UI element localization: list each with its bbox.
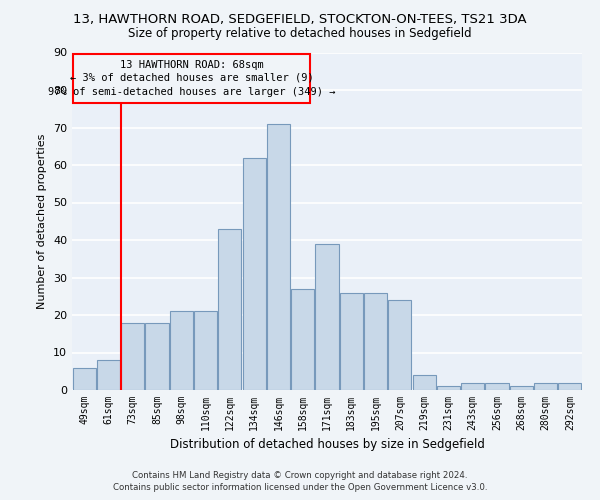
Bar <box>218 229 241 390</box>
Bar <box>388 300 412 390</box>
Text: Contains HM Land Registry data © Crown copyright and database right 2024.
Contai: Contains HM Land Registry data © Crown c… <box>113 471 487 492</box>
Bar <box>73 368 95 390</box>
Bar <box>485 382 509 390</box>
Text: 13, HAWTHORN ROAD, SEDGEFIELD, STOCKTON-ON-TEES, TS21 3DA: 13, HAWTHORN ROAD, SEDGEFIELD, STOCKTON-… <box>73 12 527 26</box>
Bar <box>559 382 581 390</box>
Bar <box>534 382 557 390</box>
Bar <box>73 54 310 103</box>
Y-axis label: Number of detached properties: Number of detached properties <box>37 134 47 309</box>
Text: 13 HAWTHORN ROAD: 68sqm: 13 HAWTHORN ROAD: 68sqm <box>120 60 263 70</box>
Bar <box>242 158 266 390</box>
Bar <box>510 386 533 390</box>
Bar <box>145 322 169 390</box>
Bar <box>97 360 120 390</box>
Bar <box>121 322 144 390</box>
Bar <box>267 124 290 390</box>
Bar <box>170 311 193 390</box>
Text: Size of property relative to detached houses in Sedgefield: Size of property relative to detached ho… <box>128 28 472 40</box>
X-axis label: Distribution of detached houses by size in Sedgefield: Distribution of detached houses by size … <box>170 438 484 452</box>
Text: 97% of semi-detached houses are larger (349) →: 97% of semi-detached houses are larger (… <box>48 87 335 97</box>
Text: ← 3% of detached houses are smaller (9): ← 3% of detached houses are smaller (9) <box>70 73 313 83</box>
Bar <box>316 244 338 390</box>
Bar <box>413 375 436 390</box>
Bar <box>291 289 314 390</box>
Bar <box>364 292 387 390</box>
Bar <box>194 311 217 390</box>
Bar <box>340 292 363 390</box>
Bar <box>461 382 484 390</box>
Bar <box>437 386 460 390</box>
